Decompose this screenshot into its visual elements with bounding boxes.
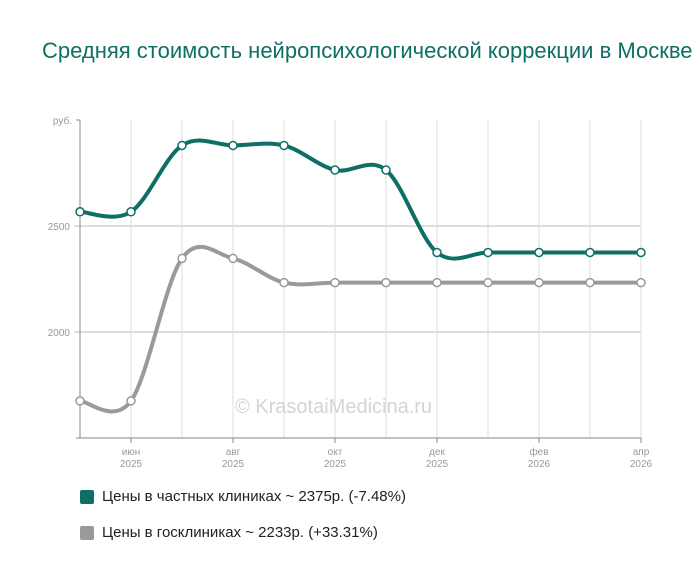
data-point bbox=[534, 247, 544, 258]
legend-item-public[interactable]: Цены в госклиниках ~ 2233р. (+33.31%) bbox=[80, 524, 378, 541]
data-point bbox=[381, 165, 391, 175]
data-point bbox=[177, 140, 187, 151]
x-tick-year: 2026 bbox=[630, 459, 653, 470]
chart-title: Средняя стоимость нейропсихологической к… bbox=[42, 38, 693, 63]
x-tick-year: 2025 bbox=[120, 459, 143, 470]
data-point bbox=[585, 277, 595, 288]
data-point bbox=[636, 277, 646, 288]
legend-swatch-private bbox=[80, 489, 94, 504]
data-point bbox=[432, 277, 442, 288]
series-line bbox=[78, 138, 643, 261]
data-point bbox=[483, 247, 493, 258]
x-tick-month: авг bbox=[226, 447, 241, 458]
x-tick-month: апр bbox=[633, 447, 650, 458]
legend-swatch-public bbox=[80, 525, 94, 540]
y-tick-label: 2000 bbox=[48, 328, 71, 339]
data-point bbox=[279, 140, 289, 151]
legend-label-public: Цены в госклиниках ~ 2233р. (+33.31%) bbox=[102, 524, 378, 541]
x-tick-month: фев bbox=[529, 446, 548, 458]
data-point bbox=[432, 247, 442, 258]
x-tick-month: окт bbox=[328, 447, 343, 458]
y-tick-label: 2500 bbox=[48, 222, 71, 233]
x-tick-year: 2025 bbox=[222, 459, 245, 470]
data-point bbox=[636, 247, 646, 258]
series-line bbox=[78, 244, 643, 414]
legend-item-private[interactable]: Цены в частных клиниках ~ 2375р. (-7.48%… bbox=[80, 488, 406, 505]
legend-label-private: Цены в частных клиниках ~ 2375р. (-7.48%… bbox=[102, 488, 406, 505]
x-tick-month: июн bbox=[122, 447, 141, 458]
data-point bbox=[330, 165, 340, 175]
data-point bbox=[126, 396, 136, 406]
data-point bbox=[75, 207, 85, 217]
data-point bbox=[279, 277, 289, 288]
data-point bbox=[585, 247, 595, 258]
data-point bbox=[228, 140, 238, 151]
data-point bbox=[534, 277, 544, 288]
data-point bbox=[126, 207, 136, 217]
x-tick-year: 2025 bbox=[324, 459, 347, 470]
x-tick-year: 2025 bbox=[426, 459, 449, 470]
data-point bbox=[228, 253, 238, 264]
data-point bbox=[330, 277, 340, 288]
x-tick-year: 2026 bbox=[528, 459, 551, 470]
data-point bbox=[483, 277, 493, 288]
data-point bbox=[177, 253, 187, 264]
data-point bbox=[381, 277, 391, 288]
data-point bbox=[75, 396, 85, 406]
y-axis-unit: руб. bbox=[53, 115, 72, 127]
x-tick-month: дек bbox=[429, 447, 445, 458]
watermark: © KrasotaiMedicina.ru bbox=[235, 396, 433, 418]
